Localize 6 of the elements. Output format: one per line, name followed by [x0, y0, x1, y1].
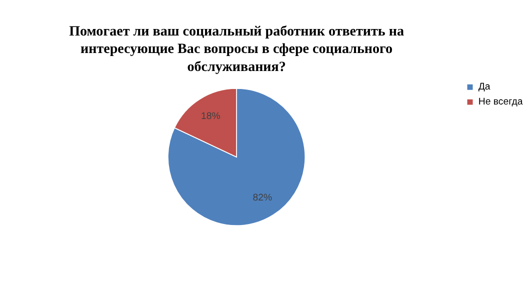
- legend-label: Не всегда: [478, 96, 524, 108]
- legend-label: Да: [478, 82, 491, 93]
- chart-title: Помогает ли ваш социальный работник ответить на интересующие Вас вопросы в сфере социального обслуживания?: [69, 24, 404, 75]
- data-label: 18%: [200, 110, 221, 122]
- pie-slice: [168, 88, 306, 226]
- data-label: 82%: [252, 192, 273, 204]
